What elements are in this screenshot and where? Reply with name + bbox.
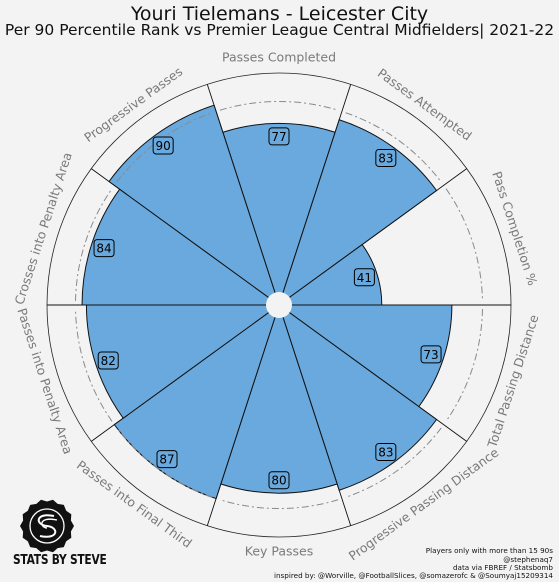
category-label-9: Crosses into Penalty Area [11,150,74,306]
footer-line-1: Players only with more than 15 90s [425,546,553,555]
value-label-4: 73 [420,345,442,364]
bar-2 [278,119,438,307]
center-hole [266,292,292,318]
value-label-5: 83 [375,443,397,462]
category-label-1: Passes Completed [222,50,336,65]
bar-8 [85,304,281,419]
category-label-6: Key Passes [245,544,314,559]
bar-5 [278,303,438,491]
value-label-1: 77 [268,127,290,146]
reference-arc [445,309,483,422]
footer-line-3: data via FBREF / Statsbomb [452,563,553,572]
value-label-8: 82 [97,351,119,370]
bar-4 [277,304,453,408]
value-label-3: 41 [353,268,375,287]
svg-text:83: 83 [378,446,393,460]
svg-text:73: 73 [423,348,438,362]
category-label-3: Pass Completion % [489,169,540,287]
svg-text:90: 90 [156,139,171,153]
bar-6 [220,303,338,494]
chart-title: Youri Tielemans - Leicester City [130,3,429,25]
reference-arc [445,188,483,301]
bar-1 [222,122,336,307]
value-label-2: 83 [375,148,397,167]
reference-arc [116,112,213,183]
category-label-8: Passes into Penalty Area [14,306,75,456]
value-label-10: 90 [152,136,174,155]
reference-arc [219,499,339,509]
reference-arc [219,101,339,111]
svg-text:87: 87 [159,453,174,467]
reference-arc [345,112,442,183]
reference-arc [75,309,113,422]
svg-text:82: 82 [101,354,116,368]
logo-badge-icon [20,499,74,553]
bar-10 [108,104,280,307]
footer-line-2: @stephenaq7 [503,555,553,564]
footer-line-4: inspired by: @Worville, @FootballSlices,… [274,571,553,580]
value-label-9: 84 [93,239,115,258]
svg-text:77: 77 [271,130,286,144]
value-label-7: 87 [156,450,178,469]
bar-9 [81,188,281,306]
reference-arc [345,427,442,498]
chart-subtitle: Per 90 Percentile Rank vs Premier League… [4,21,555,39]
svg-text:83: 83 [378,151,393,165]
reference-arc [75,188,113,301]
svg-text:41: 41 [357,271,372,285]
category-label-2: Passes Attempted [375,65,475,143]
svg-text:80: 80 [271,474,286,488]
value-label-6: 80 [268,471,290,490]
reference-arc [116,427,213,498]
category-label-4: Total Passing Distance [484,312,542,450]
svg-text:84: 84 [96,242,111,256]
logo-text: STATS BY STEVE [13,553,107,568]
